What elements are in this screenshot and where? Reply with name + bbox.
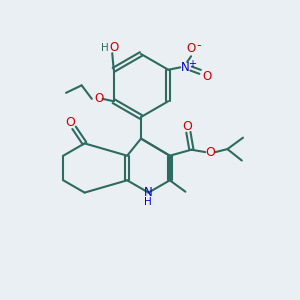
Text: O: O bbox=[205, 146, 215, 159]
Text: H: H bbox=[100, 43, 108, 53]
Text: N: N bbox=[144, 186, 153, 200]
Text: -: - bbox=[196, 39, 201, 52]
Text: N: N bbox=[181, 61, 190, 74]
Text: +: + bbox=[188, 59, 196, 69]
Text: O: O bbox=[187, 42, 196, 55]
Text: O: O bbox=[202, 70, 211, 83]
Text: O: O bbox=[110, 41, 118, 54]
Text: H: H bbox=[144, 197, 152, 207]
Text: O: O bbox=[94, 92, 103, 105]
Text: O: O bbox=[65, 116, 75, 129]
Text: O: O bbox=[182, 120, 192, 134]
